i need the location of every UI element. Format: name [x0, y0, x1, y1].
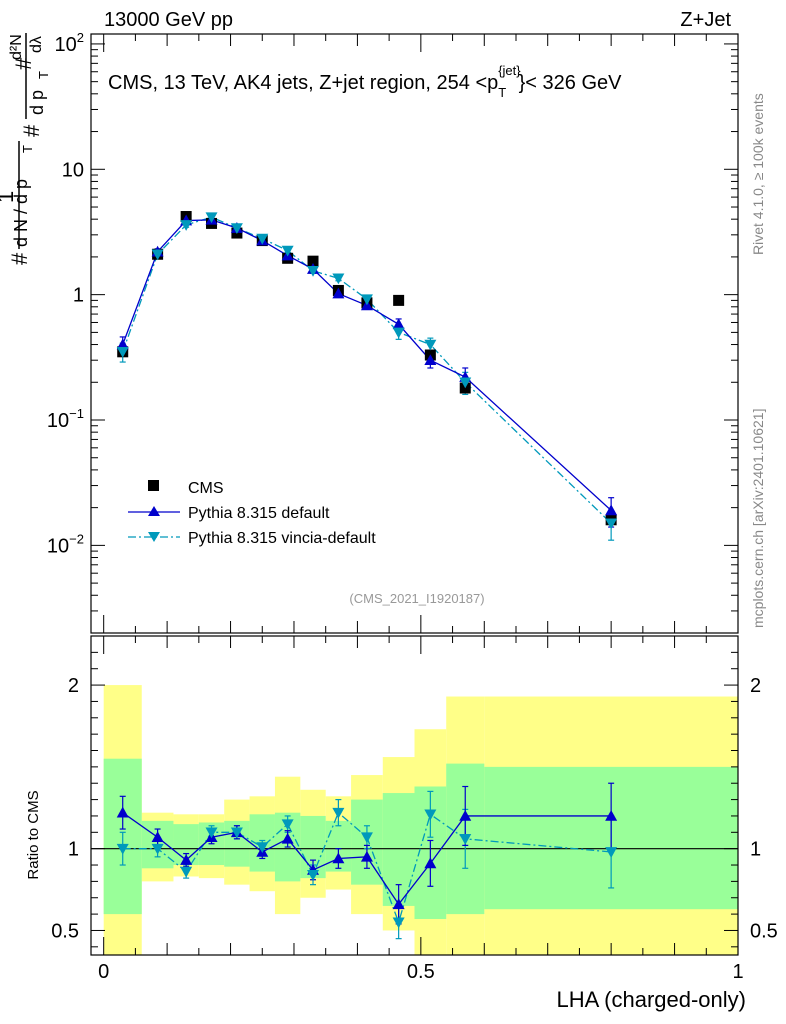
ratio-default-point	[605, 809, 618, 821]
svg-text:dλ: dλ	[28, 36, 45, 53]
ratio-y-tick-label-left: 2	[68, 675, 79, 697]
svg-text:d²N: d²N	[8, 34, 25, 60]
default-line	[122, 219, 612, 511]
ratio-default-point	[392, 898, 405, 910]
vincia-point	[230, 223, 243, 235]
vincia-point	[360, 294, 373, 306]
svg-text:#: #	[19, 124, 44, 137]
cms-point	[393, 294, 405, 306]
default-point	[424, 354, 437, 366]
x-tick-label: 1	[732, 961, 743, 983]
main-plot-frame	[90, 33, 739, 634]
vincia-point	[205, 212, 218, 224]
ratio-y-tick-label-right: 2	[750, 675, 761, 697]
vincia-line	[122, 216, 612, 524]
ratio-vincia-point	[307, 870, 320, 881]
ratio-vincia-point	[281, 819, 294, 831]
default-point	[332, 287, 345, 299]
ratio-vincia-point	[424, 809, 437, 821]
legend-label-default: Pythia 8.315 default	[188, 505, 330, 522]
ratio-vincia-point	[459, 834, 472, 845]
svg-text:1: 1	[0, 191, 18, 203]
legend-label-cms: CMS	[188, 480, 224, 497]
legend: CMS Pythia 8.315 default Pythia 8.315 vi…	[128, 480, 376, 547]
main-y-tick-label: 1	[73, 285, 84, 307]
svg-text:T: T	[20, 145, 35, 153]
vincia-point	[116, 347, 129, 358]
ratio-vincia-point	[180, 866, 193, 878]
main-y-label: # d N / d p T 1 # d p T # dλ d²N	[0, 33, 51, 265]
ratio-y-tick-label-left: 0.5	[51, 920, 79, 942]
analysis-id: (CMS_2021_I1920187)	[349, 591, 484, 606]
cms-point	[307, 255, 319, 267]
ratio-vincia-point	[205, 827, 218, 839]
vincia-point	[281, 245, 294, 257]
ratio-vincia-point	[360, 832, 373, 844]
svg-text:d N / d p: d N / d p	[11, 179, 31, 247]
vincia-point	[151, 249, 164, 261]
main-title: CMS, 13 TeV, AK4 jets, Z+jet region, 254…	[108, 63, 622, 100]
ratio-vincia-point	[256, 842, 269, 854]
vincia-point	[332, 273, 345, 285]
default-point	[392, 318, 405, 330]
vincia-point	[605, 518, 618, 530]
header-left: 13000 GeV pp	[104, 9, 233, 31]
ratio-default-point	[116, 806, 129, 818]
ratio-default-point	[332, 852, 345, 864]
ratio-vincia-point	[151, 843, 164, 855]
main-y-tick-label: 102	[55, 30, 84, 56]
default-point	[116, 338, 129, 350]
vincia-point	[392, 327, 405, 339]
legend-marker-cms	[148, 480, 159, 491]
vincia-point	[424, 339, 437, 351]
ratio-vincia-line	[122, 811, 612, 925]
vincia-point	[459, 377, 472, 389]
ratio-plot-frame	[90, 635, 739, 956]
ratio-vincia-point	[605, 847, 618, 858]
svg-text:#: #	[7, 252, 32, 265]
svg-text:T: T	[36, 71, 51, 79]
default-point	[605, 504, 618, 516]
ratio-default-point	[459, 809, 472, 821]
x-tick-label: 0.5	[407, 961, 435, 983]
ratio-y-tick-label-right: 0.5	[750, 920, 778, 942]
x-axis-label: LHA (charged-only)	[556, 987, 746, 1012]
main-y-tick-label: 10−2	[47, 531, 84, 557]
ratio-vincia-point	[392, 917, 405, 929]
ratio-y-tick-label-left: 1	[68, 839, 79, 861]
vincia-point	[180, 220, 193, 231]
ratio-y-tick-label-right: 1	[750, 839, 761, 861]
vincia-point	[256, 233, 269, 245]
ratio-default-point	[281, 832, 294, 844]
ratio-vincia-point	[332, 807, 345, 819]
rivet-label: Rivet 4.1.0, ≥ 100k events	[750, 93, 766, 255]
ratio-default-point	[360, 850, 373, 862]
header-right: Z+Jet	[680, 9, 731, 31]
ratio-vincia-point	[230, 827, 243, 839]
ratio-default-point	[151, 831, 164, 843]
x-tick-label: 0	[98, 961, 109, 983]
main-y-tick-label: 10	[62, 159, 84, 181]
ratio-default-line	[122, 812, 612, 906]
svg-text:d p: d p	[27, 90, 47, 115]
plot-layer: 10−2 10−1 1 10 102 0.5 0.5 1 1 2 2 0 0.5 1	[47, 30, 778, 983]
ratio-default-point	[180, 854, 193, 865]
legend-label-vincia: Pythia 8.315 vincia-default	[188, 530, 376, 547]
main-y-tick-label: 10−1	[47, 406, 84, 432]
legend-marker-vincia	[148, 532, 160, 542]
vincia-point	[307, 265, 320, 277]
ratio-y-label: Ratio to CMS	[25, 790, 42, 879]
mcplots-label: mcplots.cern.ch [arXiv:2401.10621]	[750, 409, 766, 628]
ratio-vincia-point	[116, 843, 129, 855]
ratio-default-point	[424, 857, 437, 869]
svg-text:#: #	[11, 57, 36, 70]
legend-marker-default	[148, 506, 160, 516]
